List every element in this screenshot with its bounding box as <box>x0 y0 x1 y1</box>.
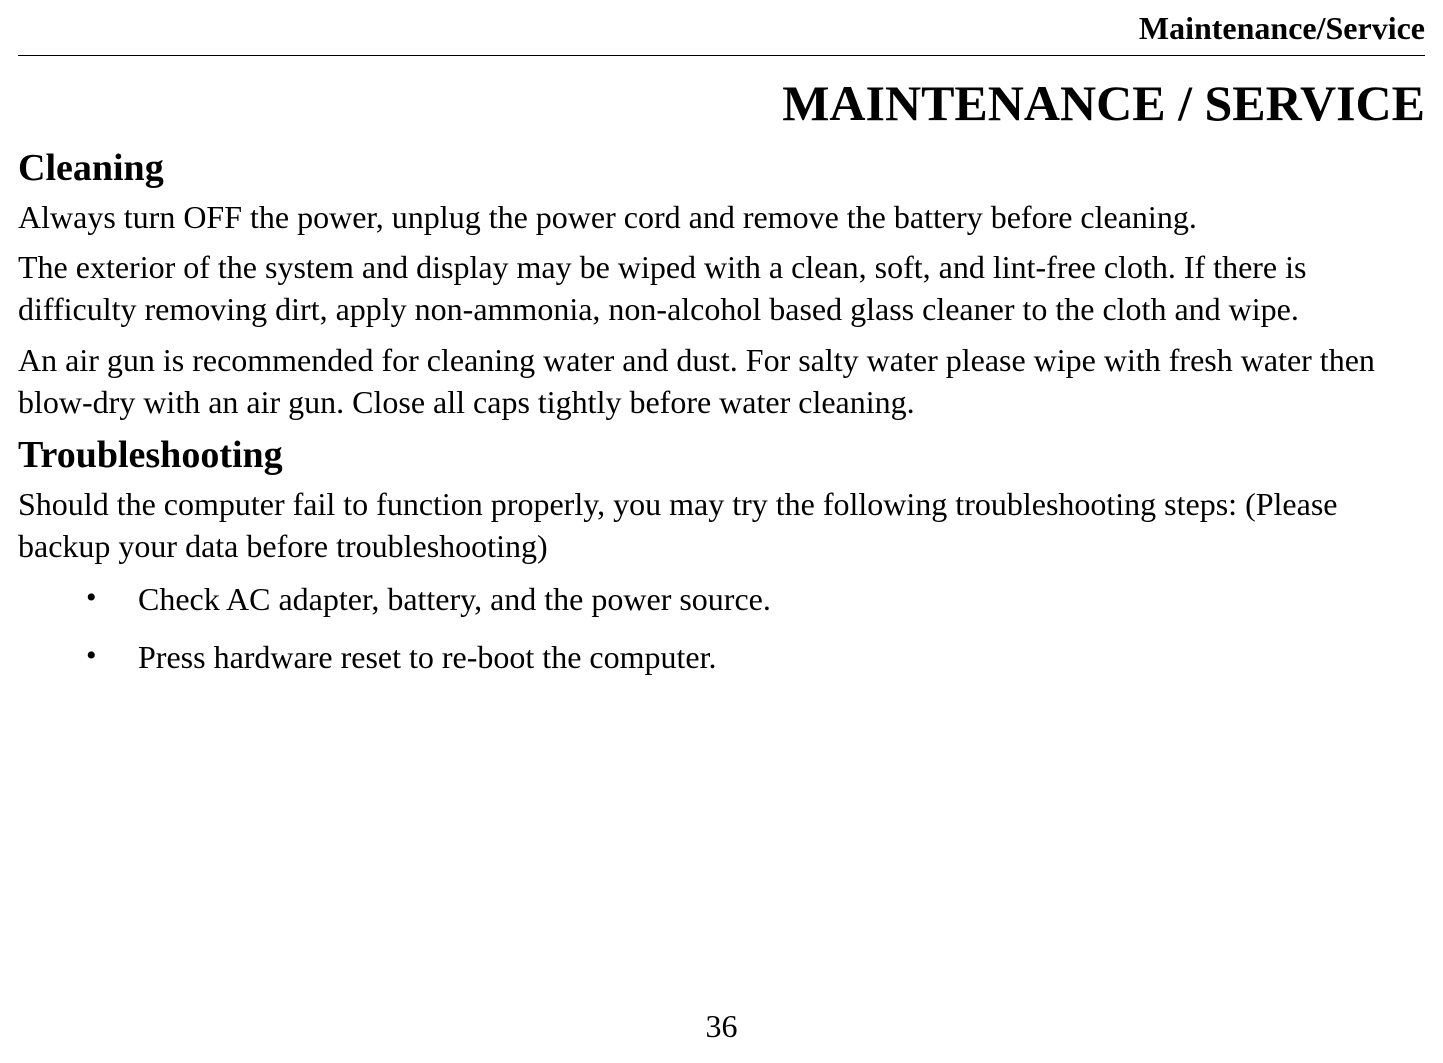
cleaning-paragraph-1: Always turn OFF the power, unplug the po… <box>18 196 1425 238</box>
list-item: Press hardware reset to re-boot the comp… <box>18 636 1425 678</box>
cleaning-paragraph-2: The exterior of the system and display m… <box>18 246 1425 330</box>
cleaning-paragraph-3: An air gun is recommended for cleaning w… <box>18 339 1425 423</box>
list-item: Check AC adapter, battery, and the power… <box>18 578 1425 620</box>
page-number: 36 <box>0 1008 1443 1045</box>
header-divider <box>18 55 1425 56</box>
section-heading-cleaning: Cleaning <box>18 146 1425 190</box>
troubleshooting-bullet-list: Check AC adapter, battery, and the power… <box>18 578 1425 678</box>
main-title: MAINTENANCE / SERVICE <box>18 74 1425 132</box>
running-header: Maintenance/Service <box>18 10 1425 47</box>
troubleshooting-intro: Should the computer fail to function pro… <box>18 483 1425 567</box>
section-heading-troubleshooting: Troubleshooting <box>18 433 1425 477</box>
